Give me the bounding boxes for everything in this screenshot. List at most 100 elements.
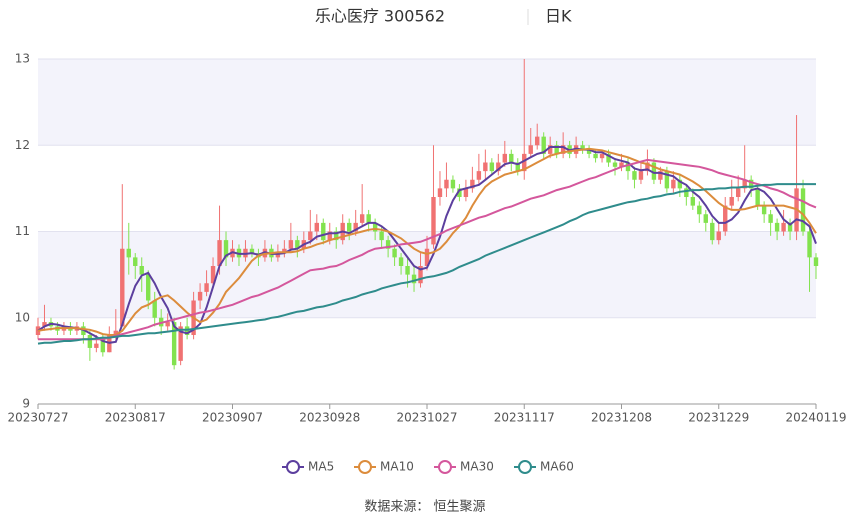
candle-body [314,222,319,232]
candle-body [249,248,255,254]
candle-body [651,162,657,180]
candle-body [697,205,702,215]
candle-body [94,343,99,348]
x-tick-label: 20230928 [299,411,360,425]
candle-body [690,197,696,206]
candle-body [133,257,138,266]
candle-body [347,222,352,232]
candle-body [457,188,462,197]
x-tick-label: 20231229 [688,411,749,425]
candle-body [807,231,812,258]
candle-body [612,162,618,167]
candle-body [522,153,527,172]
candle-body [424,248,430,266]
legend-label: MA60 [540,460,574,474]
candle-body [632,171,637,180]
candle-body [638,171,644,180]
candle-body [593,153,598,159]
candle-body [742,179,747,189]
candle-body [392,248,397,258]
candle-body [418,266,423,284]
candle-body [560,145,566,154]
candle-body [353,222,358,232]
candle-body [645,162,650,172]
candle-body [113,330,118,335]
candle-body [599,153,605,159]
candle-body [165,322,170,327]
candle-body [171,322,177,366]
x-tick-label: 20230727 [7,411,68,425]
legend-label: MA5 [308,460,334,474]
candle-body [736,188,741,197]
y-tick-label: 12 [15,138,30,152]
ma-line [37,146,817,344]
candle-body [463,188,469,197]
candle-body [774,222,780,232]
candle-body [768,214,773,223]
candle-body [729,197,734,206]
ma-line [37,147,817,336]
candle-body [800,188,806,232]
legend-marker [358,460,372,474]
candle-body [431,197,436,245]
candle-body [761,205,767,215]
candle-body [781,222,786,232]
y-tick-label: 10 [15,310,30,324]
candle-body [210,266,216,284]
candle-body [716,231,721,241]
y-tick-label: 11 [15,224,30,238]
candle-body [411,274,417,284]
candle-body [450,179,456,189]
legend-label: MA10 [380,460,414,474]
candle-body [580,145,585,150]
candle-body [710,222,715,241]
candle-body [619,162,624,167]
candle-body [787,222,793,232]
candle-body [515,162,520,172]
chart-title: 乐心医疗 300562 [315,7,445,26]
candle-body [100,339,106,353]
candle-body [509,153,514,163]
candle-body [379,231,384,241]
legend-marker [438,460,452,474]
legend-label: MA30 [460,460,494,474]
candle-body [366,214,371,223]
legend-marker [286,460,300,474]
legend-marker [518,460,532,474]
candle-body [405,266,410,275]
x-tick-label: 20231117 [494,411,555,425]
candle-body [703,214,708,223]
candle-body [671,179,676,189]
x-tick-label: 20230817 [105,411,166,425]
candle-body [288,240,294,249]
candle-body [139,266,144,275]
candle-body [470,179,475,189]
candle-body [755,188,760,206]
candle-body [625,162,631,172]
candle-body [87,335,93,348]
candle-body [586,149,592,154]
candle-body [223,240,229,258]
x-tick-label: 20230907 [202,411,263,425]
candle-body [372,222,378,232]
candle-body [813,257,819,266]
candle-body [658,171,663,180]
x-tick-label: 20231027 [396,411,457,425]
candle-body [217,240,222,266]
candle-body [677,179,683,189]
candle-body [178,326,183,361]
source: 数据来源： 恒生聚源 [364,500,485,515]
candle-body [664,171,670,189]
candle-body [748,179,754,189]
candle-body [528,145,533,154]
candle-body [120,248,125,327]
candle-body [282,248,287,254]
candle-body [42,322,47,327]
candle-body [334,231,339,241]
candle-body [204,283,209,292]
candle-body [483,162,488,172]
candle-body [126,248,131,258]
ma-line [37,183,816,345]
candle-body [359,214,365,223]
